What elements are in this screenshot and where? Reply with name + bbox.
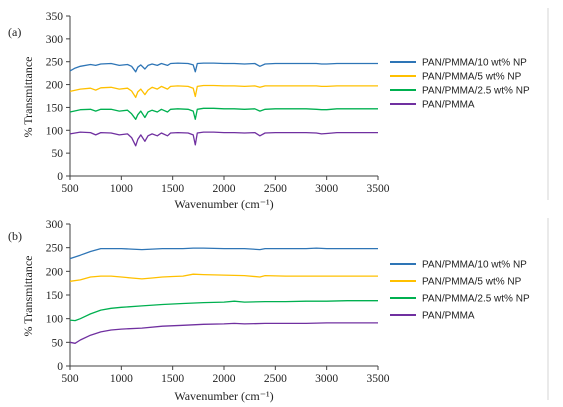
panel-a-series [69,62,378,147]
y-tick-label: 150 [46,290,64,302]
panel-a-label: (a) [8,25,21,39]
x-tick-label: 3500 [367,183,390,195]
x-tick-label: 500 [61,373,79,385]
legend-label: PAN/PMMA/10 wt% NP [422,58,527,69]
series-line-a-2 [69,84,378,99]
x-tick-label: 2500 [264,183,287,195]
y-tick-label: 300 [46,34,64,46]
panel-b-x-axis-title: Wavenumber (cm⁻¹) [174,389,273,403]
x-tick-label: 1000 [110,183,133,195]
legend-label: PAN/PMMA [422,100,475,111]
x-tick-label: 2000 [213,373,236,385]
x-tick-label: 1500 [161,183,184,195]
panel-a-y-axis-title: % Transmittance [21,57,35,138]
series-line-b-0 [69,322,378,344]
legend-label: PAN/PMMA/5 wt% NP [422,277,522,288]
y-tick-label: 100 [46,125,64,137]
x-tick-label: 500 [61,183,79,195]
y-tick-label: 200 [46,80,64,92]
y-tick-label: 0 [57,171,63,183]
series-line-a-3 [69,62,378,73]
panel-a: (a) % Transmittance Wavenumber (cm⁻¹) 05… [8,11,530,211]
panel-a-x-axis-title: Wavenumber (cm⁻¹) [174,197,273,211]
legend-label: PAN/PMMA/5 wt% NP [422,72,522,83]
legend-label: PAN/PMMA/10 wt% NP [422,260,527,271]
panel-b-label: (b) [8,229,22,243]
y-tick-label: 300 [46,219,64,231]
y-tick-label: 150 [46,102,64,114]
legend-label: PAN/PMMA/2.5 wt% NP [422,294,530,305]
legend-label: PAN/PMMA [422,311,475,322]
y-tick-label: 100 [46,314,64,326]
legend-label: PAN/PMMA/2.5 wt% NP [422,86,530,97]
panel-b: (b) % Transmittance Wavenumber (cm⁻¹) 05… [8,219,530,403]
series-line-a-1 [69,107,378,120]
series-line-b-2 [69,273,378,282]
panel-b-ticks: 0 50 100 150 200 250 300 500 1000 1500 2000 2500 300… [46,219,390,385]
y-tick-label: 0 [57,361,63,373]
series-line-b-3 [69,247,378,260]
y-tick-label: 50 [52,337,64,349]
x-tick-label: 1000 [110,373,133,385]
x-tick-label: 3000 [315,183,338,195]
series-line-b-1 [69,300,378,322]
series-line-a-0 [69,131,378,147]
y-tick-label: 250 [46,243,64,255]
y-tick-label: 350 [46,11,64,23]
panel-b-y-axis-title: % Transmittance [21,256,35,337]
panel-a-legend: PAN/PMMA/10 wt% NP PAN/PMMA/5 wt% NP PAN/P… [390,58,530,111]
panel-a-ticks: 0 50 100 150 200 250 300 350 500 1000 1500 2000 2500… [46,11,390,195]
x-tick-label: 3000 [315,373,338,385]
y-tick-label: 200 [46,266,64,278]
x-tick-label: 2000 [213,183,236,195]
y-tick-label: 50 [52,148,64,160]
x-tick-label: 3500 [367,373,390,385]
x-tick-label: 2500 [264,373,287,385]
x-tick-label: 1500 [161,373,184,385]
panel-b-legend: PAN/PMMA/10 wt% NP PAN/PMMA/5 wt% NP PAN/P… [390,260,530,322]
panel-b-series [69,247,378,344]
y-tick-label: 250 [46,57,64,69]
